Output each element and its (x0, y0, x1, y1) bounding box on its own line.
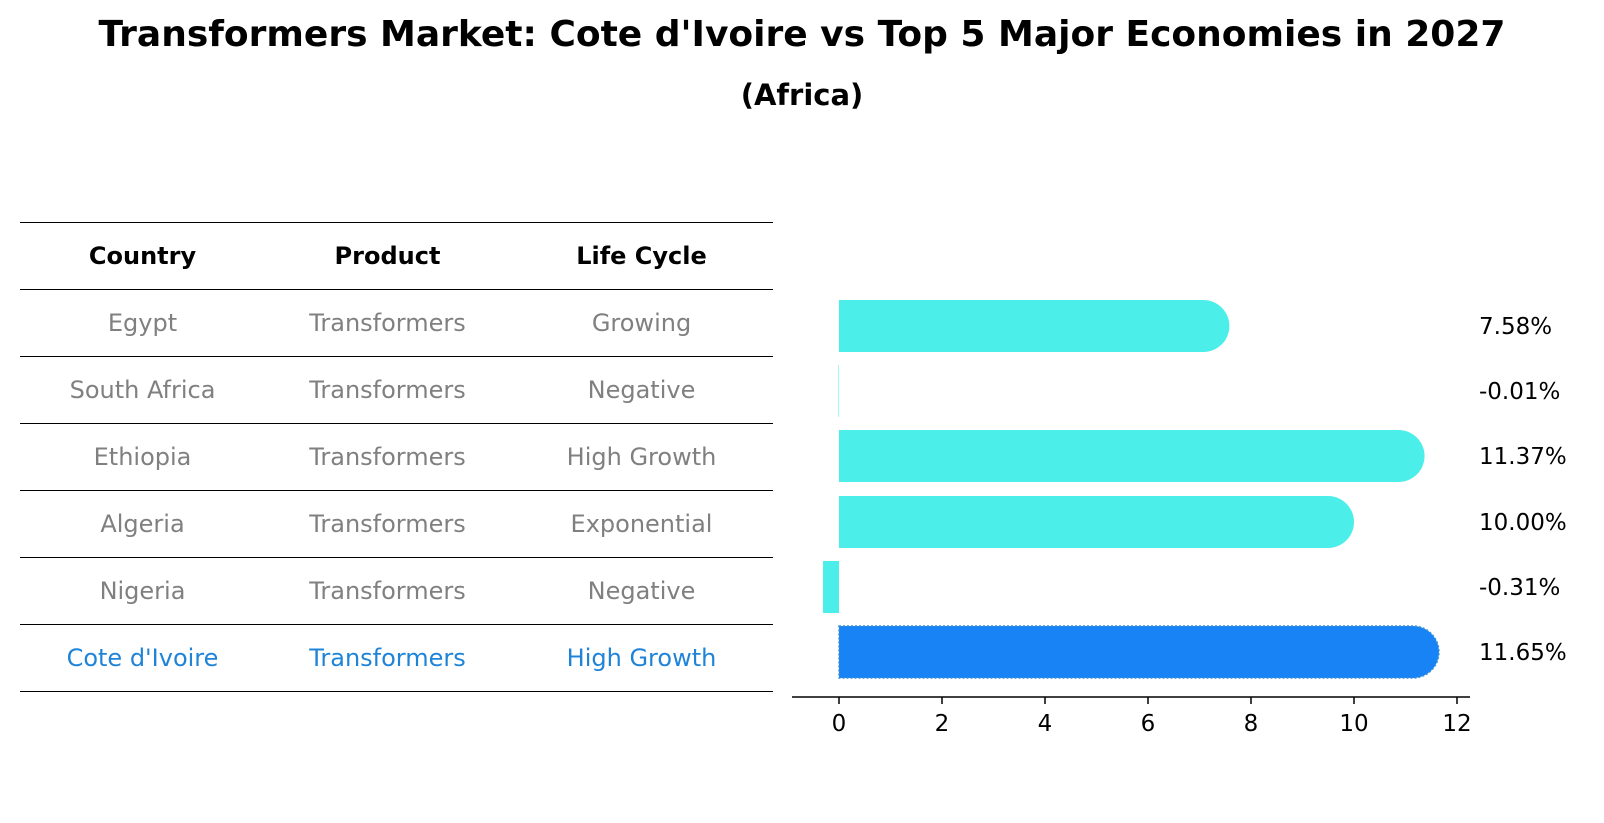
value-label: 10.00% (1479, 510, 1567, 536)
cell-product: Transformers (265, 624, 510, 692)
bar-ethiopia (839, 430, 1425, 482)
value-label: 11.65% (1479, 640, 1567, 666)
cell-product: Transformers (265, 423, 510, 491)
table-row: Algeria Transformers Exponential (20, 490, 773, 558)
table-row: South Africa Transformers Negative (20, 356, 773, 424)
bar-cote-d-ivoire (838, 625, 1440, 679)
cell-product: Transformers (265, 557, 510, 625)
bar-egypt (839, 300, 1230, 352)
bar-nigeria (823, 561, 839, 613)
cell-country: Nigeria (20, 557, 265, 625)
table-row: Nigeria Transformers Negative (20, 557, 773, 625)
x-tick-label: 2 (935, 711, 950, 737)
x-tick-label: 6 (1141, 711, 1156, 737)
cell-product: Transformers (265, 356, 510, 424)
cell-country: South Africa (20, 356, 265, 424)
x-tick-label: 4 (1038, 711, 1053, 737)
value-label: -0.01% (1479, 379, 1560, 405)
header-life-cycle: Life Cycle (510, 222, 773, 290)
cell-life-cycle: Negative (510, 557, 773, 625)
cell-country: Ethiopia (20, 423, 265, 491)
x-tick-label: 10 (1339, 711, 1368, 737)
value-label: -0.31% (1479, 575, 1560, 601)
value-label: 7.58% (1479, 314, 1552, 340)
cell-life-cycle: Growing (510, 289, 773, 357)
cell-life-cycle: High Growth (510, 624, 773, 692)
cell-product: Transformers (265, 490, 510, 558)
cell-life-cycle: Exponential (510, 490, 773, 558)
table-row: Egypt Transformers Growing (20, 289, 773, 357)
cell-country: Cote d'Ivoire (20, 624, 265, 692)
x-tick-label: 12 (1442, 711, 1471, 737)
header-product: Product (265, 222, 510, 290)
bar-south-africa (838, 365, 839, 417)
cell-country: Algeria (20, 490, 265, 558)
table-row-highlight: Cote d'Ivoire Transformers High Growth (20, 624, 773, 692)
x-tick-label: 0 (832, 711, 847, 737)
value-label: 11.37% (1479, 444, 1567, 470)
chart-title: Transformers Market: Cote d'Ivoire vs To… (98, 14, 1506, 55)
cell-life-cycle: High Growth (510, 423, 773, 491)
cell-product: Transformers (265, 289, 510, 357)
table-header-row: Country Product Life Cycle (20, 222, 773, 290)
cell-country: Egypt (20, 289, 265, 357)
table-row: Ethiopia Transformers High Growth (20, 423, 773, 491)
chart-subtitle: (Africa) (740, 78, 864, 112)
country-table: Country Product Life Cycle Egypt Transfo… (20, 222, 773, 692)
header-country: Country (20, 222, 265, 290)
bar-algeria (839, 496, 1354, 548)
x-tick-label: 8 (1244, 711, 1259, 737)
